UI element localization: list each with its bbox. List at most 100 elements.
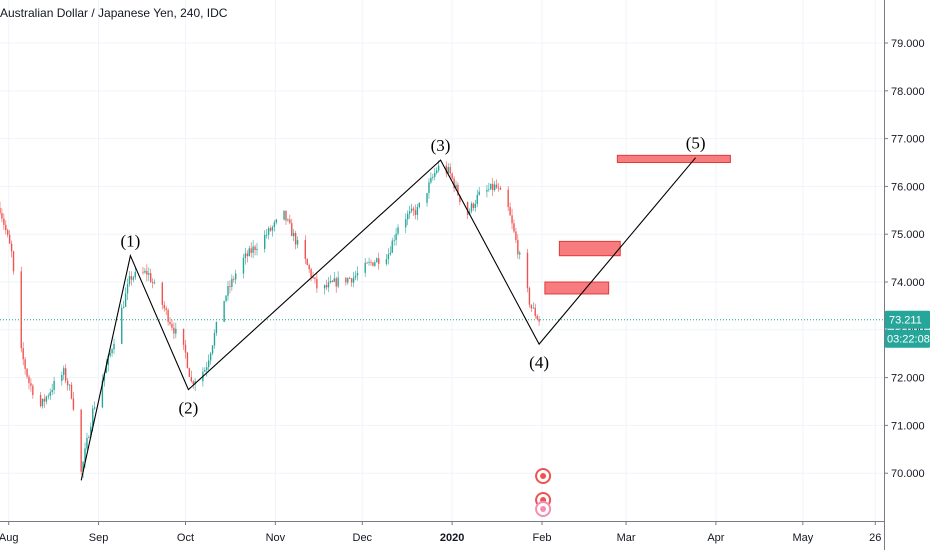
candle-body [66,380,69,386]
candle-body [169,321,171,325]
candle-body [395,233,397,241]
candle-body [211,345,214,354]
candle-body [289,219,291,224]
candle-body [242,257,245,274]
candle-body [296,240,299,245]
candle-body [337,277,339,287]
candle-body [171,324,173,328]
candle-body [130,276,133,280]
candle-body [72,398,75,410]
candle-body [428,182,430,194]
candle-body [128,276,131,285]
candle-body [345,277,347,283]
candle-body [538,318,540,322]
wave-label: (4) [529,353,549,372]
candle-body [499,187,502,190]
candle-body [209,353,212,361]
candle-body [476,194,478,204]
candle-body [517,240,519,255]
candle-body [376,258,378,263]
candle-body [223,300,225,322]
candle-body [8,234,11,244]
candle-body [126,284,129,294]
candle-body [356,272,359,276]
candle-body [250,248,252,253]
y-tick-label: 74.000 [891,277,925,289]
target-zone-2[interactable] [558,240,621,257]
candle-body [90,426,92,437]
candle-body [515,231,517,241]
candle-body [490,183,492,190]
candle-body [435,170,438,174]
candle-body [190,376,192,382]
target-zone-3[interactable] [616,154,731,164]
candle-body [204,370,206,372]
candle-body [374,262,376,266]
event-markers[interactable] [535,468,552,517]
candle-body [153,282,156,284]
candle-body [486,189,488,192]
candle-body [451,173,453,179]
candle-body [53,380,55,390]
candle-body [447,167,449,174]
candle-body [20,271,22,349]
candle-body [148,273,150,275]
candle-body [167,310,169,322]
candle-body [165,308,167,311]
target-zone-1[interactable] [544,281,610,295]
candle-body [105,365,107,373]
candle-body [0,207,1,214]
wave-label: (1) [121,232,141,251]
candle-body [416,206,419,215]
candle-body [264,234,266,249]
candle-body [325,285,328,288]
candle-body [248,248,250,257]
candle-body [378,258,380,264]
candles-layer [0,160,540,478]
candle-body [350,278,353,283]
candle-body [437,165,440,171]
candle-body [495,184,498,188]
candle-body [39,394,42,407]
candle-body [414,210,417,215]
candle-body [188,368,191,377]
x-axis-labels[interactable]: Aug Sep Oct Nov Dec 2020 Feb Mar Apr May 26 [0,521,881,544]
candle-body [3,218,5,225]
candle-body [182,328,185,345]
candle-body [63,368,65,376]
price-scale[interactable] [884,0,932,550]
candle-body [186,352,189,369]
candle-body [30,383,32,386]
candle-body [507,189,509,208]
candle-body [405,219,407,228]
candle-body [22,348,24,360]
candle-body [134,271,136,278]
candle-body [327,282,330,288]
last-price-value: 73.211 [889,315,922,327]
candle-body [265,234,268,236]
candle-body [310,269,312,278]
candle-body [101,380,104,408]
candle-body [267,228,270,235]
candle-body [430,177,432,183]
candle-body [449,167,451,174]
candle-body [385,259,388,264]
candle-body [43,398,46,402]
candle-body [331,280,334,282]
candle-body [1,213,3,219]
y-tick-label: 77.000 [891,134,925,146]
candle-body [121,307,123,344]
candle-body [207,360,210,368]
candle-body [488,189,490,191]
x-tick-label: Sep [89,532,109,544]
x-tick-label: 26 [869,532,881,544]
candle-body [107,355,109,366]
candle-body [470,203,473,212]
candle-body [235,273,237,280]
candle-body [333,278,335,282]
elliott-wave-line [80,157,697,481]
wave-label: (2) [178,399,198,418]
candle-body [364,262,366,273]
